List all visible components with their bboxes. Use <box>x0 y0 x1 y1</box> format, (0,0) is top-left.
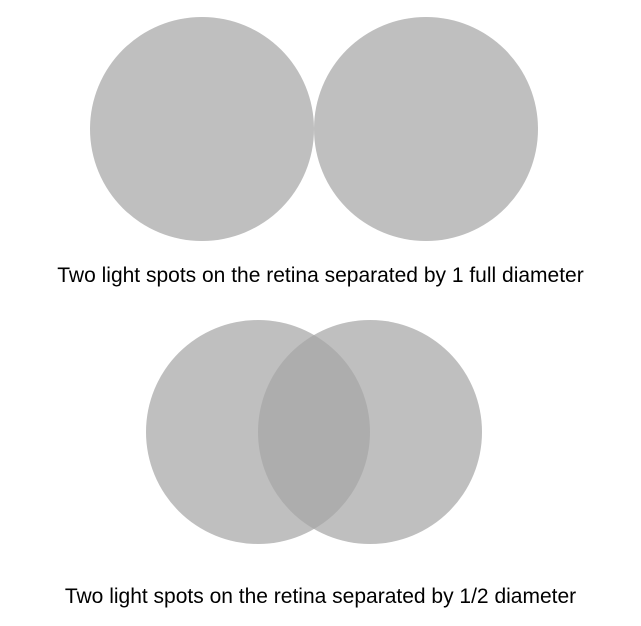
caption-half-diameter: Two light spots on the retina separated … <box>64 585 577 608</box>
light-spot-right <box>314 17 538 241</box>
caption-full-diameter: Two light spots on the retina separated … <box>57 264 584 287</box>
panel-full-diameter <box>90 17 538 241</box>
panel-half-diameter <box>146 320 482 544</box>
light-spot-right <box>258 320 482 544</box>
light-spot-left <box>90 17 314 241</box>
